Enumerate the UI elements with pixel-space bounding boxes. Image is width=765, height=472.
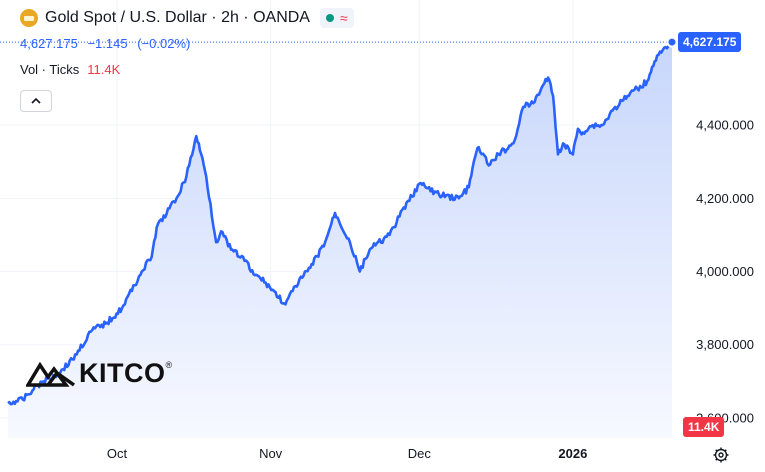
chart-header: Gold Spot / U.S. Dollar · 2h · OANDA ≈ bbox=[20, 6, 354, 30]
price-change-value: −1.145 bbox=[87, 36, 128, 51]
price-line bbox=[7, 40, 673, 406]
volume-legend: Vol · Ticks 11.4K bbox=[20, 62, 120, 77]
price-axis[interactable]: 3,600.0003,800.0004,000.0004,200.0004,40… bbox=[696, 118, 754, 426]
price-axis-badge: 4,627.175 bbox=[678, 32, 742, 53]
x-tick-label: Dec bbox=[408, 446, 432, 461]
market-status-pill[interactable]: ≈ bbox=[319, 8, 354, 28]
y-tick-label: 4,000.000 bbox=[696, 264, 754, 279]
gear-icon[interactable] bbox=[712, 446, 730, 464]
volume-axis-badge: 11.4K bbox=[683, 417, 725, 437]
kitco-logo-mark-icon bbox=[26, 361, 76, 387]
symbol-title[interactable]: Gold Spot / U.S. Dollar · 2h · OANDA bbox=[45, 9, 310, 26]
x-tick-label: Nov bbox=[259, 446, 283, 461]
kitco-logo: KITCO ® bbox=[26, 358, 172, 388]
price-change-percent: (−0.02%) bbox=[137, 36, 191, 51]
market-open-dot-icon bbox=[325, 14, 334, 22]
y-tick-label: 3,800.000 bbox=[696, 337, 754, 352]
wave-icon: ≈ bbox=[339, 10, 348, 26]
x-tick-label: 2026 bbox=[558, 446, 587, 461]
last-price-value: 4,627.175 bbox=[20, 36, 78, 51]
volume-value: 11.4K bbox=[87, 62, 121, 77]
gold-bar-icon bbox=[20, 9, 38, 27]
x-tick-label: Oct bbox=[107, 446, 128, 461]
collapse-legend-button[interactable] bbox=[20, 90, 52, 112]
last-price-dot bbox=[666, 36, 678, 48]
kitco-wordmark: KITCO bbox=[79, 357, 166, 388]
registered-mark: ® bbox=[165, 360, 173, 370]
y-tick-label: 4,400.000 bbox=[696, 118, 754, 133]
chevron-up-icon bbox=[31, 97, 41, 104]
time-axis[interactable]: Oct Nov Dec 2026 bbox=[107, 446, 587, 461]
y-tick-label: 4,200.000 bbox=[696, 191, 754, 206]
volume-label[interactable]: Vol · Ticks bbox=[20, 62, 80, 77]
quote-line: 4,627.175 −1.145 (−0.02%) bbox=[20, 36, 196, 51]
price-area bbox=[8, 41, 672, 438]
